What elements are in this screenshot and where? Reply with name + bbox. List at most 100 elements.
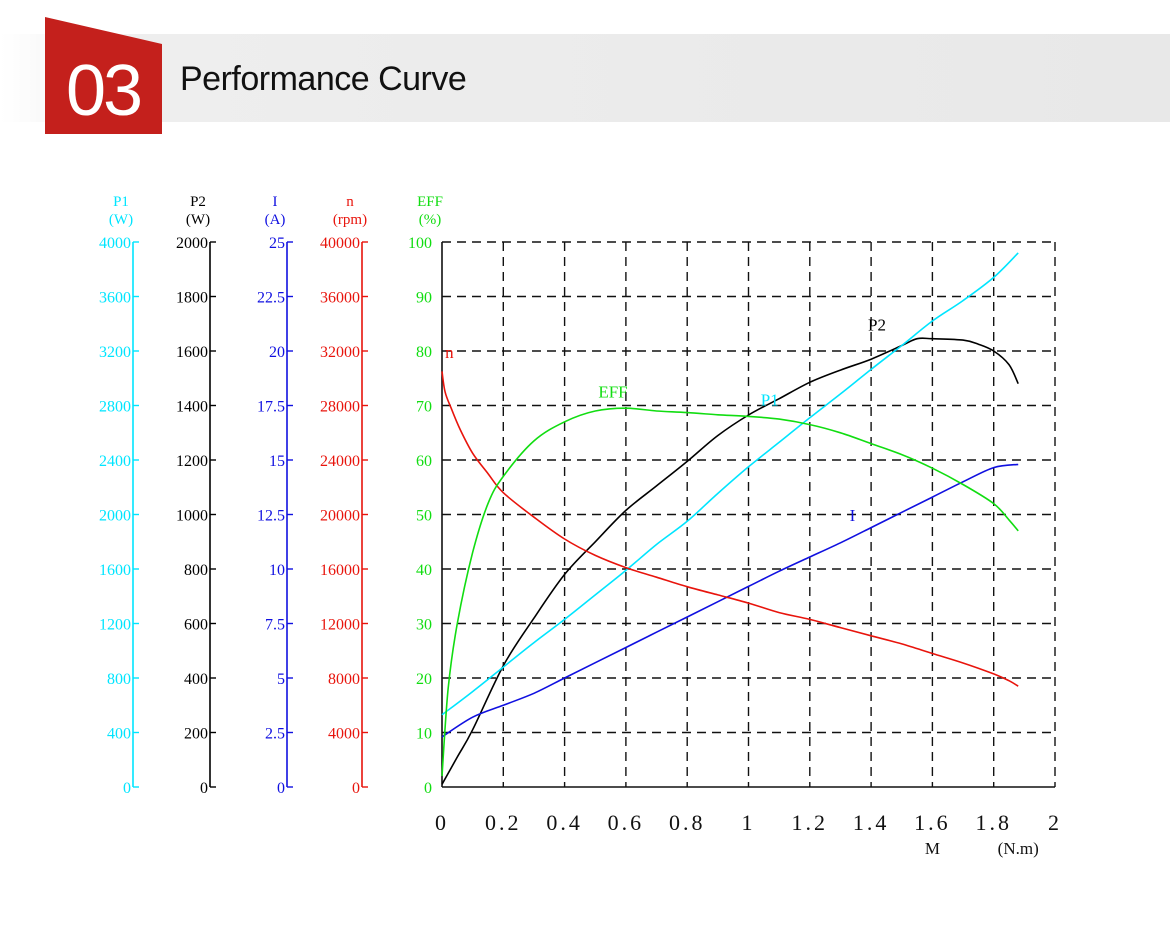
series-line-p2 <box>441 337 1019 785</box>
x-axis: 0 0.2 0.4 0.6 0.8 1 1.2 1.4 1.6 1.8 2 M (N.m) <box>435 810 1062 858</box>
tick-label-n: 24000 <box>320 453 360 470</box>
tick-label-n: 0 <box>352 780 360 797</box>
page-title: Performance Curve <box>180 60 467 98</box>
series-label-eff: EFF <box>598 382 627 401</box>
tick-label-i: 5 <box>277 671 285 688</box>
tick-label-p1: 1600 <box>99 562 131 579</box>
tick-label-eff: 90 <box>416 290 432 307</box>
tick-label-p2: 1000 <box>176 508 208 525</box>
tick-label-eff: 70 <box>416 399 432 416</box>
y-axis-i: I (A) 25 22.5 20 17.5 15 12.5 10 7.5 5 2.5 0 <box>257 194 293 797</box>
y-axes: P1(W)40003600320028002400200016001200800… <box>99 194 443 797</box>
tick-label-p1: 4000 <box>99 235 131 252</box>
tick-label-p2: 1800 <box>176 290 208 307</box>
series-line-n <box>441 371 1019 687</box>
tick-label-i: 25 <box>269 235 285 252</box>
x-tick-label: 0 <box>435 810 449 835</box>
tick-label-n: 40000 <box>320 235 360 252</box>
tick-label-n: 12000 <box>320 617 360 634</box>
tick-label-p2: 2000 <box>176 235 208 252</box>
tick-label-p2: 1600 <box>176 344 208 361</box>
tick-label-p1: 2000 <box>99 508 131 525</box>
axis-unit-p1: (W) <box>109 212 133 228</box>
x-tick-label: 1 <box>742 810 756 835</box>
grid <box>441 241 1056 788</box>
tick-label-i: 17.5 <box>257 399 285 416</box>
tick-label-i: 22.5 <box>257 290 285 307</box>
tick-label-p1: 0 <box>123 780 131 797</box>
y-axis-p1: P1(W)40003600320028002400200016001200800… <box>99 194 139 797</box>
tick-label-eff: 0 <box>424 780 432 797</box>
axis-unit-n: (rpm) <box>333 212 367 228</box>
tick-label-p1: 400 <box>107 726 131 743</box>
series-label-p2: P2 <box>868 316 886 335</box>
axis-unit-p2: (W) <box>186 212 210 228</box>
tick-label-p2: 0 <box>200 780 208 797</box>
header-band <box>0 34 1170 122</box>
tick-label-p1: 800 <box>107 671 131 688</box>
tick-label-p1: 3200 <box>99 344 131 361</box>
tick-label-p2: 600 <box>184 617 208 634</box>
tick-label-p1: 1200 <box>99 617 131 634</box>
tick-label-p2: 400 <box>184 671 208 688</box>
tick-label-eff: 10 <box>416 726 432 743</box>
x-tick-label: 0.4 <box>546 810 583 835</box>
x-tick-label: 2 <box>1048 810 1062 835</box>
tick-label-eff: 30 <box>416 617 432 634</box>
tick-label-n: 8000 <box>328 671 360 688</box>
tick-label-n: 20000 <box>320 508 360 525</box>
x-tick-label: 1.4 <box>853 810 890 835</box>
axis-name-p1: P1 <box>113 194 129 210</box>
series-line-p1 <box>441 252 1019 716</box>
x-axis-label: M <box>925 839 940 858</box>
y-axis-p2: P2(W)20001800160014001200100080060040020… <box>176 194 216 797</box>
tick-label-n: 4000 <box>328 726 360 743</box>
tick-label-i: 12.5 <box>257 508 285 525</box>
y-axis-n: n(rpm)4000036000320002800024000200001600… <box>320 194 368 797</box>
tick-label-i: 20 <box>269 344 285 361</box>
tick-label-eff: 20 <box>416 671 432 688</box>
x-tick-label: 0.8 <box>669 810 706 835</box>
section-number-badge: 03 <box>45 17 162 134</box>
axis-name-n: n <box>346 194 354 210</box>
tick-label-eff: 40 <box>416 562 432 579</box>
x-tick-label: 0.6 <box>608 810 645 835</box>
tick-label-i: 15 <box>269 453 285 470</box>
axis-unit-i: (A) <box>265 212 286 228</box>
tick-label-p1: 2800 <box>99 399 131 416</box>
x-tick-label: 1.2 <box>792 810 829 835</box>
series-label-i: I <box>850 506 856 525</box>
series-label-p1: P1 <box>761 391 779 410</box>
x-tick-label: 1.8 <box>975 810 1012 835</box>
series: P2 P1 In EFF <box>441 252 1019 785</box>
series-line-eff <box>441 407 1019 777</box>
tick-label-p2: 1200 <box>176 453 208 470</box>
section-number: 03 <box>66 51 140 131</box>
x-axis-unit: (N.m) <box>998 839 1039 858</box>
tick-label-i: 0 <box>277 780 285 797</box>
tick-label-i: 2.5 <box>265 726 285 743</box>
axis-name-i: I <box>273 194 278 210</box>
tick-label-p1: 3600 <box>99 290 131 307</box>
tick-label-p2: 800 <box>184 562 208 579</box>
tick-label-n: 28000 <box>320 399 360 416</box>
axis-name-eff: EFF <box>417 194 443 210</box>
performance-chart: P1(W)40003600320028002400200016001200800… <box>99 194 1062 858</box>
tick-label-eff: 60 <box>416 453 432 470</box>
tick-label-p2: 1400 <box>176 399 208 416</box>
tick-label-n: 36000 <box>320 290 360 307</box>
tick-label-n: 16000 <box>320 562 360 579</box>
tick-label-i: 10 <box>269 562 285 579</box>
tick-label-i: 7.5 <box>265 617 285 634</box>
tick-label-p1: 2400 <box>99 453 131 470</box>
tick-label-eff: 80 <box>416 344 432 361</box>
series-line-i <box>441 463 1019 738</box>
axis-name-p2: P2 <box>190 194 206 210</box>
axis-unit-eff: (%) <box>419 212 442 228</box>
tick-label-n: 32000 <box>320 344 360 361</box>
tick-label-eff: 100 <box>408 235 432 252</box>
x-tick-label: 0.2 <box>485 810 522 835</box>
series-label-n: n <box>445 343 454 362</box>
tick-label-p2: 200 <box>184 726 208 743</box>
x-tick-label: 1.6 <box>914 810 951 835</box>
